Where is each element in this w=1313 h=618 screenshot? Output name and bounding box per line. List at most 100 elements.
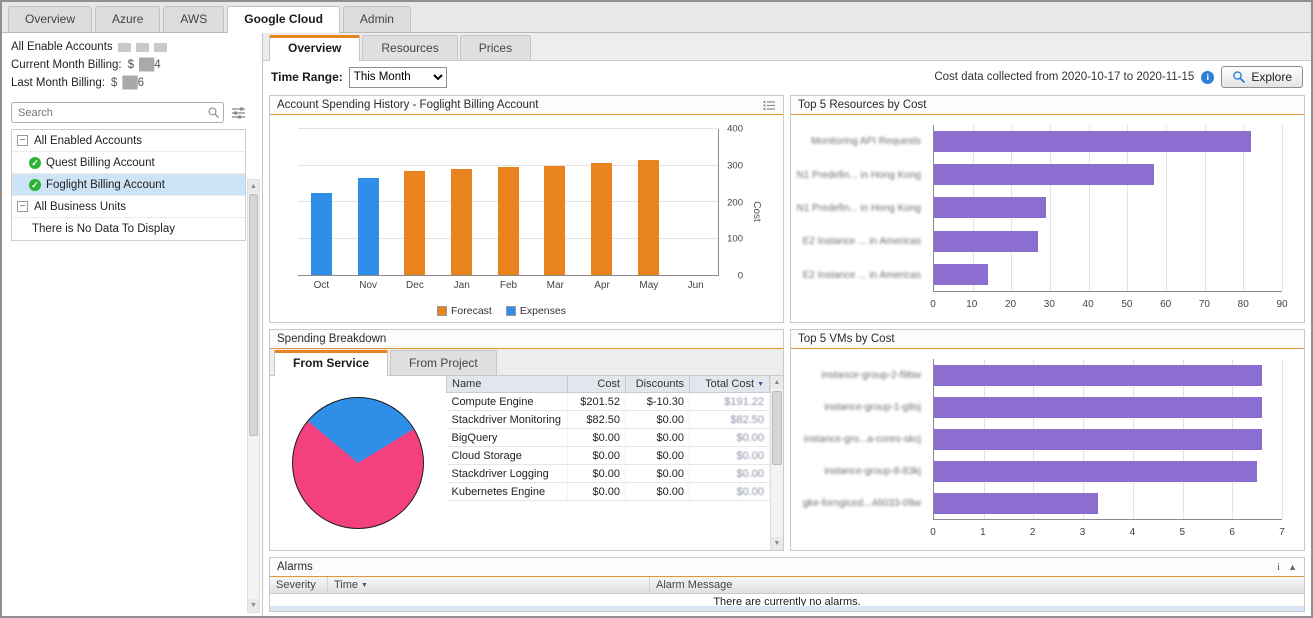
table-row[interactable]: Kubernetes Engine $0.00 $0.00 $0.00 bbox=[446, 482, 770, 501]
bar-forecast[interactable] bbox=[404, 170, 426, 275]
sort-desc-icon[interactable]: ▼ bbox=[757, 381, 764, 388]
explore-button[interactable]: Explore bbox=[1221, 66, 1303, 88]
table-scrollbar[interactable]: ▲ ▼ bbox=[770, 376, 783, 550]
tree-item-label: There is No Data To Display bbox=[32, 223, 175, 235]
collapse-icon[interactable]: − bbox=[17, 135, 28, 146]
table-row[interactable]: Compute Engine $201.52 $-10.30 $191.22 bbox=[446, 392, 770, 411]
info-icon[interactable]: i bbox=[1201, 70, 1215, 84]
bar-forecast[interactable] bbox=[590, 162, 612, 275]
bar[interactable] bbox=[934, 197, 1047, 219]
table-row[interactable]: Cloud Storage $0.00 $0.00 $0.00 bbox=[446, 446, 770, 465]
bar-forecast[interactable] bbox=[637, 160, 659, 275]
bar-expenses[interactable] bbox=[357, 178, 379, 275]
alarms-column-time[interactable]: Time ▼ bbox=[328, 577, 650, 593]
currency-symbol: $ bbox=[127, 59, 134, 71]
scroll-up-icon[interactable]: ▲ bbox=[248, 180, 259, 193]
account-tree: − All Enabled Accounts ✓ Quest Billing Acco… bbox=[11, 129, 246, 241]
tree-item-all-enabled-accounts[interactable]: − All Enabled Accounts bbox=[12, 130, 245, 152]
cell-discounts: $0.00 bbox=[625, 446, 690, 465]
bar[interactable] bbox=[934, 230, 1039, 252]
cell-discounts: $0.00 bbox=[625, 482, 690, 501]
y-tick-label: 300 bbox=[727, 160, 743, 172]
tree-item-all-business-units[interactable]: − All Business Units bbox=[12, 196, 245, 218]
alarms-info-icon[interactable]: i bbox=[1277, 561, 1281, 573]
accounts-summary-label: All Enable Accounts bbox=[11, 41, 113, 53]
sort-desc-icon[interactable]: ▼ bbox=[361, 582, 368, 589]
subtab-prices[interactable]: Prices bbox=[459, 35, 532, 60]
table-row[interactable]: Stackdriver Monitoring $82.50 $0.00 $82.50 bbox=[446, 410, 770, 429]
column-header-cost[interactable]: Cost bbox=[567, 376, 626, 393]
collapse-panel-icon[interactable]: ▲ bbox=[1288, 562, 1297, 572]
bar-label: Monitoring API Requests bbox=[810, 136, 921, 148]
table-row[interactable]: BigQuery $0.00 $0.00 $0.00 bbox=[446, 428, 770, 447]
x-tick-label: Nov bbox=[359, 280, 378, 291]
subtab-overview[interactable]: Overview bbox=[269, 35, 361, 61]
redacted-badge bbox=[117, 42, 131, 52]
top-tab-bar: Overview Azure AWS Google Cloud Admin bbox=[2, 2, 1311, 33]
current-month-label: Current Month Billing: bbox=[11, 59, 122, 71]
scroll-up-icon[interactable]: ▲ bbox=[771, 376, 783, 389]
filter-options-icon[interactable] bbox=[231, 107, 246, 119]
cell-name: Stackdriver Monitoring bbox=[446, 410, 568, 429]
tree-item-quest-billing-account[interactable]: ✓ Quest Billing Account bbox=[12, 152, 245, 174]
alarms-column-severity[interactable]: Severity bbox=[270, 577, 328, 593]
top-tab-admin[interactable]: Admin bbox=[342, 6, 411, 32]
spending-history-yaxis: 0 100 200 300 400 bbox=[721, 124, 745, 282]
time-range-label: Time Range: bbox=[271, 70, 343, 84]
panel-header: Account Spending History - Foglight Bill… bbox=[270, 96, 783, 115]
spending-history-legend: Forecast Expenses bbox=[270, 305, 733, 317]
top-tab-overview[interactable]: Overview bbox=[8, 6, 93, 32]
collapse-icon[interactable]: − bbox=[17, 201, 28, 212]
breakdown-tab-from-service[interactable]: From Service bbox=[274, 350, 389, 376]
top-tab-aws[interactable]: AWS bbox=[163, 6, 225, 32]
bar[interactable] bbox=[934, 364, 1263, 386]
sidebar-scrollbar[interactable]: ▲ ▼ bbox=[247, 179, 260, 613]
alarms-column-alarm-message[interactable]: Alarm Message bbox=[650, 577, 1304, 593]
gridline bbox=[1282, 125, 1283, 291]
cell-cost: $0.00 bbox=[567, 482, 626, 501]
tree-item-foglight-billing-account[interactable]: ✓ Foglight Billing Account bbox=[12, 174, 245, 196]
bar-forecast[interactable] bbox=[544, 165, 566, 275]
panel-top-resources: Top 5 Resources by Cost Monitoring API R… bbox=[790, 95, 1305, 323]
bar[interactable] bbox=[934, 460, 1258, 482]
chart-options-icon[interactable] bbox=[763, 100, 776, 111]
bar-expenses[interactable] bbox=[310, 192, 332, 275]
top-tab-azure[interactable]: Azure bbox=[95, 6, 161, 32]
legend-swatch bbox=[505, 306, 516, 316]
bar-forecast[interactable] bbox=[497, 167, 519, 275]
bar[interactable] bbox=[934, 263, 989, 285]
x-tick-label: 20 bbox=[1004, 299, 1017, 310]
status-ok-icon: ✓ bbox=[29, 156, 41, 169]
search-input[interactable] bbox=[11, 102, 224, 123]
cell-cost: $0.00 bbox=[567, 464, 626, 483]
spending-pie[interactable] bbox=[292, 397, 424, 529]
column-header-name[interactable]: Name bbox=[446, 376, 568, 393]
top-resources-xticks: 0 10 20 30 40 50 60 70 80 90 bbox=[930, 296, 1287, 310]
cell-discounts: $0.00 bbox=[625, 410, 690, 429]
bar[interactable] bbox=[934, 131, 1252, 153]
table-row[interactable]: Stackdriver Logging $0.00 $0.00 $0.00 bbox=[446, 464, 770, 483]
bar-label: N1 Predefin... in Hong Kong bbox=[796, 202, 921, 214]
alarms-body: Severity Time ▼ Alarm Message There are cur… bbox=[270, 577, 1304, 611]
time-range-select[interactable]: This Month bbox=[348, 66, 447, 88]
scrollbar-thumb[interactable] bbox=[249, 194, 258, 436]
column-header-discounts[interactable]: Discounts bbox=[625, 376, 690, 393]
bar[interactable] bbox=[934, 428, 1263, 450]
cell-name: Cloud Storage bbox=[446, 446, 568, 465]
alarms-scrollbar[interactable] bbox=[270, 606, 1304, 611]
y-axis-title: Cost bbox=[751, 201, 763, 222]
bar[interactable] bbox=[934, 164, 1155, 186]
scrollbar-thumb[interactable] bbox=[772, 391, 782, 465]
service-table-body: Compute Engine $201.52 $-10.30 $191.22 Stack… bbox=[446, 392, 770, 501]
bar[interactable] bbox=[934, 492, 1099, 514]
bar-forecast[interactable] bbox=[450, 169, 472, 275]
column-header-total-cost[interactable]: Total Cost ▼ bbox=[689, 376, 770, 393]
scroll-down-icon[interactable]: ▼ bbox=[248, 599, 259, 612]
subtab-resources[interactable]: Resources bbox=[362, 35, 458, 60]
top-tab-google-cloud[interactable]: Google Cloud bbox=[227, 6, 340, 33]
breakdown-tab-from-project[interactable]: From Project bbox=[390, 350, 497, 375]
redacted-amount: ██ bbox=[138, 59, 154, 71]
bar[interactable] bbox=[934, 396, 1263, 418]
column-header-label: Cost bbox=[597, 378, 620, 390]
scroll-down-icon[interactable]: ▼ bbox=[771, 537, 783, 550]
